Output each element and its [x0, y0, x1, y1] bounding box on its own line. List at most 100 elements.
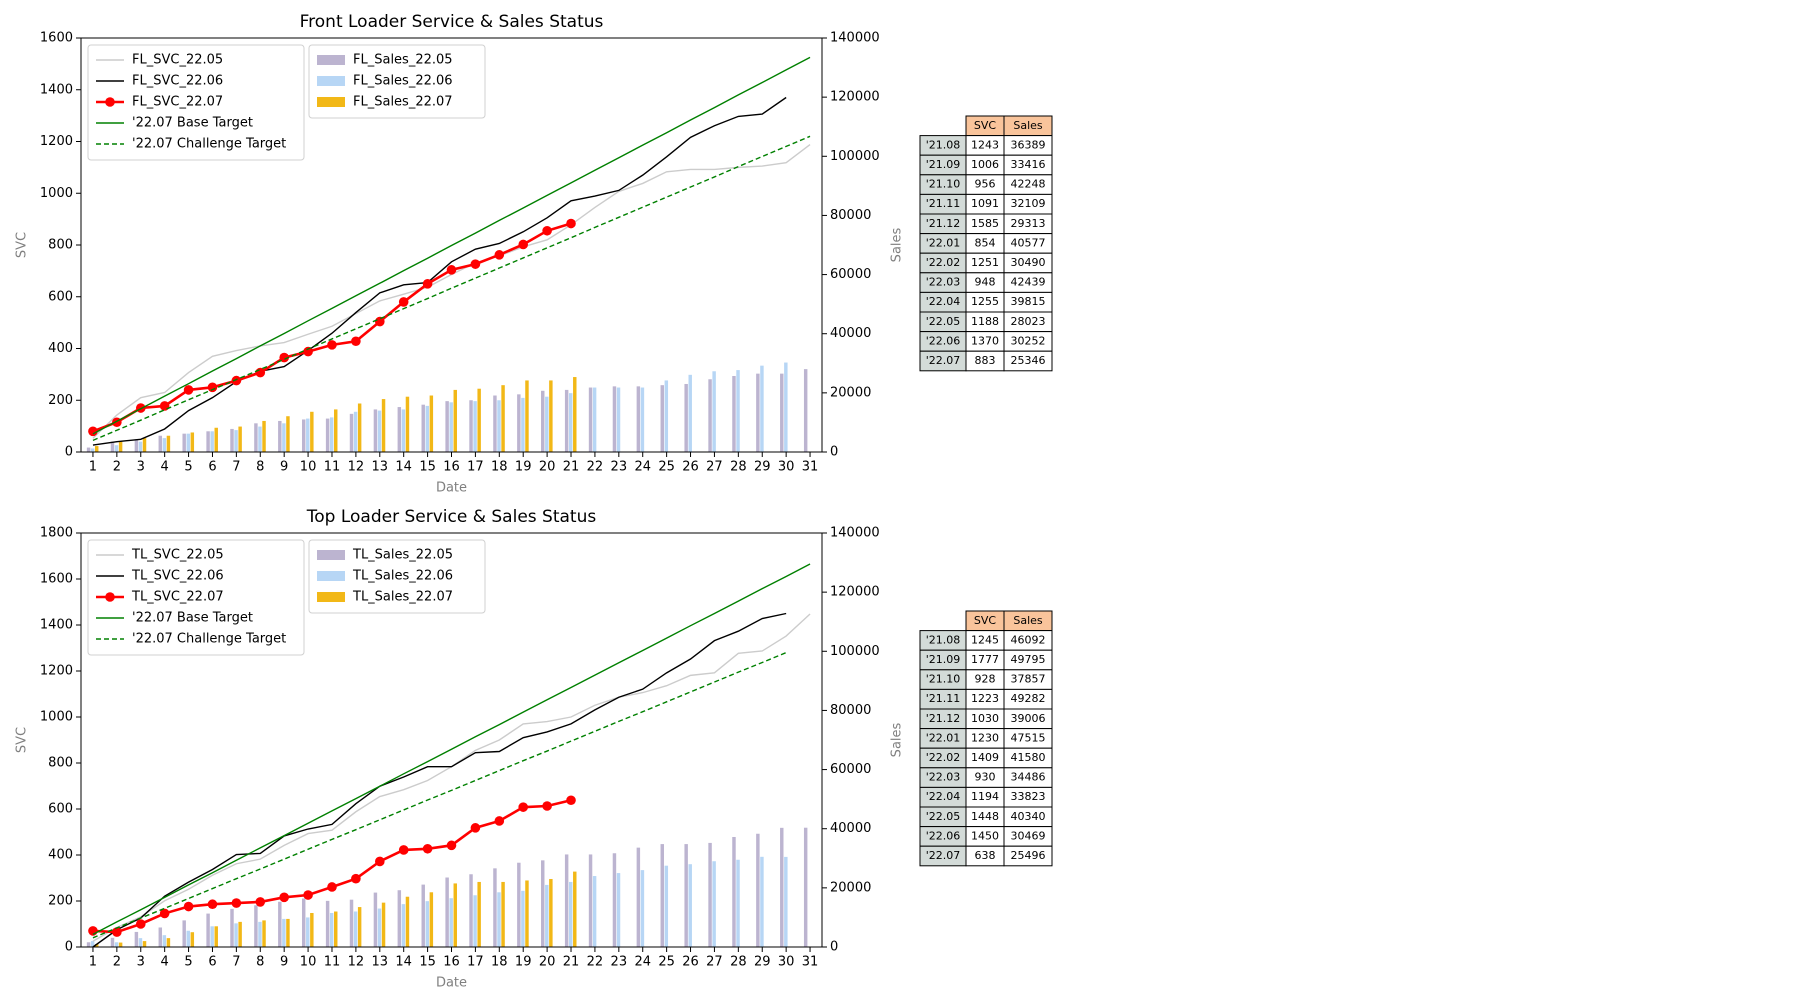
- row-label: '22.01: [926, 236, 961, 249]
- x-tick-label: 24: [634, 955, 651, 970]
- marker: [159, 908, 170, 919]
- bar: [564, 389, 569, 452]
- y-tick-label: 600: [48, 802, 73, 817]
- bar: [497, 400, 501, 452]
- bar: [568, 393, 573, 452]
- bar: [473, 895, 477, 947]
- x-tick-label: 22: [587, 460, 604, 475]
- marker: [542, 225, 552, 236]
- bar: [282, 918, 286, 947]
- y-tick-label: 200: [48, 393, 73, 408]
- x-tick-label: 8: [256, 955, 264, 970]
- x-tick-label: 24: [634, 460, 651, 475]
- header-text: SVC: [974, 119, 997, 132]
- plot-frame: [80, 532, 823, 948]
- x-tick-label: 15: [419, 955, 436, 970]
- cell: [1003, 350, 1053, 372]
- bar: [262, 920, 266, 947]
- marker: [303, 890, 313, 900]
- bar: [190, 432, 195, 452]
- x-tick-label: 8: [256, 460, 264, 475]
- cell-text: 32109: [1011, 197, 1046, 210]
- y-tick-label: 1400: [40, 618, 73, 633]
- y-tick-label: 400: [48, 848, 73, 863]
- x-tick-label: 27: [706, 460, 723, 475]
- row-label: '22.04: [926, 790, 961, 803]
- x-tick-label: 28: [730, 955, 747, 970]
- y-tick-label: 800: [48, 238, 73, 253]
- bar: [549, 380, 553, 452]
- legend-swatch: [317, 550, 345, 560]
- bar: [334, 911, 338, 947]
- cell-text: 1230: [971, 731, 999, 744]
- bar: [114, 942, 119, 947]
- y-tick-label: 1600: [40, 31, 73, 46]
- bar: [110, 937, 115, 947]
- bar: [158, 435, 163, 452]
- legend-swatch: [317, 571, 345, 581]
- cell-text: 30469: [1011, 829, 1046, 842]
- legend-marker: [105, 97, 115, 107]
- row-label: '21.09: [926, 653, 961, 666]
- bar: [405, 896, 410, 947]
- bar: [186, 433, 190, 452]
- cell-text: 39815: [1011, 295, 1046, 308]
- cell-text: 1091: [971, 197, 999, 210]
- cell-text: 948: [975, 276, 996, 289]
- bar: [640, 387, 645, 452]
- bar: [230, 908, 234, 947]
- x-tick-label: 23: [611, 955, 628, 970]
- legend-label: TL_Sales_22.07: [352, 590, 453, 605]
- bar: [353, 911, 358, 947]
- legend-swatch: [317, 97, 345, 107]
- bar: [545, 396, 549, 452]
- legend-box: [308, 44, 486, 119]
- bar: [517, 862, 521, 947]
- cell-text: 34486: [1011, 771, 1046, 784]
- x-tick-label: 23: [611, 460, 628, 475]
- line: [92, 613, 811, 942]
- row-label: '21.12: [926, 712, 961, 725]
- y2-tick-label: 120000: [830, 90, 880, 105]
- bar: [282, 423, 286, 452]
- bar: [760, 365, 764, 452]
- bar: [86, 447, 91, 452]
- bar: [190, 932, 195, 947]
- legend-label: FL_Sales_22.05: [353, 53, 453, 68]
- cell-text: 47515: [1011, 731, 1046, 744]
- bar: [712, 861, 716, 947]
- row-label: '21.08: [926, 138, 961, 151]
- marker: [88, 426, 98, 437]
- x-tick-label: 25: [658, 460, 675, 475]
- cell: [1003, 845, 1053, 867]
- bar: [445, 401, 449, 452]
- line: [92, 135, 811, 442]
- legend-label: '22.07 Challenge Target: [132, 632, 286, 647]
- cell-text: 36389: [1011, 138, 1046, 151]
- chart: Front Loader Service & Sales Status Date S…: [15, 12, 905, 496]
- bar: [377, 410, 382, 452]
- bar: [780, 373, 784, 452]
- legend-label: '22.07 Base Target: [132, 611, 253, 626]
- y-axis-label: SVC: [15, 727, 30, 753]
- header-text: SVC: [974, 614, 997, 627]
- bar: [736, 370, 740, 452]
- x-axis-label: Date: [436, 481, 467, 496]
- marker: [398, 297, 409, 307]
- row-label: '22.05: [926, 315, 961, 328]
- bar: [660, 385, 664, 452]
- bar: [636, 386, 641, 452]
- bar: [803, 827, 808, 947]
- marker: [422, 279, 433, 289]
- chart-title: Front Loader Service & Sales Status: [300, 12, 604, 32]
- cell-text: 1243: [971, 138, 999, 151]
- row-label: '22.07: [926, 849, 961, 862]
- x-tick-label: 6: [208, 955, 216, 970]
- y2-tick-label: 140000: [830, 526, 880, 541]
- chart: Top Loader Service & Sales Status Date SVC…: [15, 507, 905, 991]
- bar: [310, 411, 314, 452]
- bar: [497, 892, 501, 947]
- bar: [732, 376, 736, 452]
- x-tick-label: 11: [324, 460, 341, 475]
- x-tick-label: 15: [419, 460, 436, 475]
